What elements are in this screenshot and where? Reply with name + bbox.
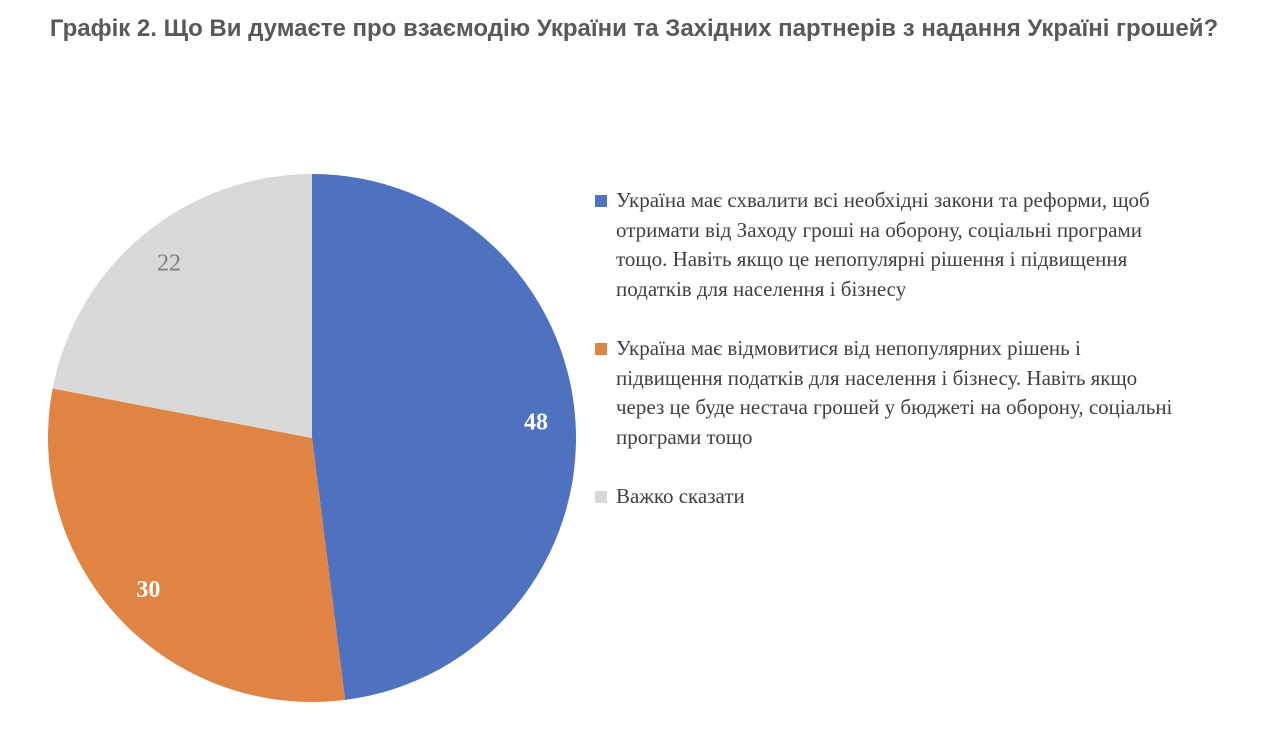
pie-slice-support-reforms bbox=[312, 174, 577, 700]
legend-label: Україна має відмовитися від непопулярних… bbox=[616, 336, 1173, 449]
legend-item-hard-to-say: Важко сказати bbox=[595, 482, 1185, 512]
legend-item-support-reforms: Україна має схвалити всі необхідні закон… bbox=[595, 186, 1185, 304]
legend-swatch bbox=[595, 491, 607, 503]
legend-swatch bbox=[595, 195, 607, 207]
pie-data-label: 48 bbox=[524, 409, 548, 435]
legend-label: Важко сказати bbox=[616, 484, 745, 508]
pie-data-label: 30 bbox=[136, 577, 160, 603]
legend-swatch bbox=[595, 343, 607, 355]
legend-item-reject-reforms: Україна має відмовитися від непопулярних… bbox=[595, 334, 1185, 452]
pie-data-label: 22 bbox=[157, 251, 181, 277]
pie-slice-hard-to-say bbox=[52, 174, 312, 438]
chart-legend: Україна має схвалити всі необхідні закон… bbox=[595, 186, 1185, 542]
chart-title: Графік 2. Що Ви думаєте про взаємодію Ук… bbox=[49, 15, 1219, 42]
pie-slice-reject-reforms bbox=[48, 388, 346, 702]
legend-label: Україна має схвалити всі необхідні закон… bbox=[616, 188, 1150, 301]
